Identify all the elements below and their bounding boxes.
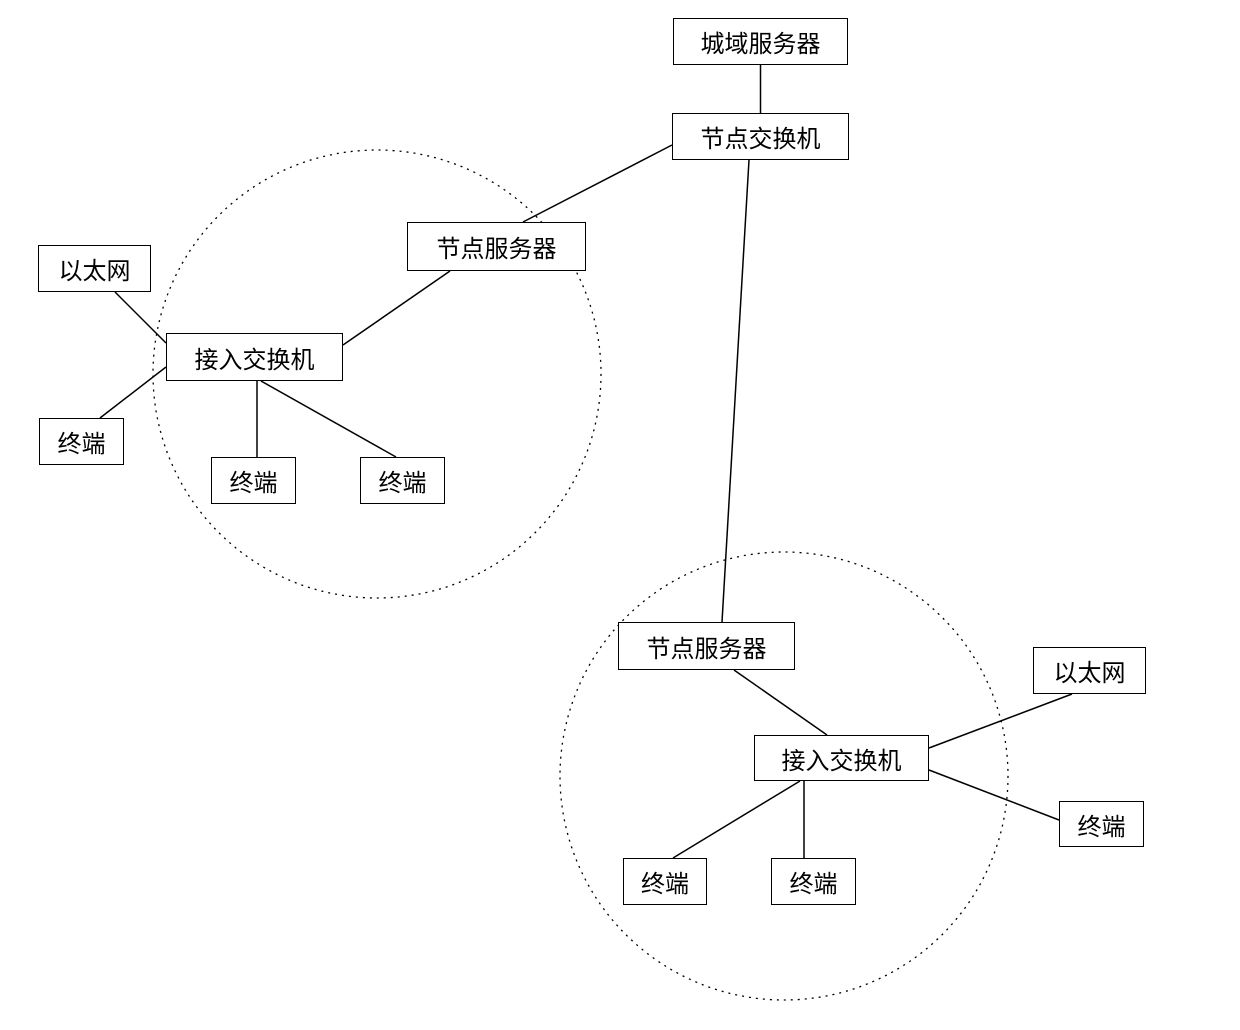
node-access_switch_b: 接入交换机: [754, 735, 929, 781]
node-terminal_a2: 终端: [360, 457, 445, 504]
node-node_switch: 节点交换机: [672, 113, 849, 160]
node-ethernet_b: 以太网: [1033, 647, 1146, 694]
edge-access_switch_b-ethernet_b: [929, 694, 1072, 748]
node-node_server_b: 节点服务器: [618, 622, 795, 670]
node-label: 以太网: [59, 251, 131, 286]
node-label: 终端: [641, 864, 689, 899]
node-label: 接入交换机: [782, 741, 902, 776]
node-terminal_b2: 终端: [771, 858, 856, 905]
node-terminal_a1: 终端: [211, 457, 296, 504]
node-label: 终端: [1078, 807, 1126, 842]
edge-node_switch-node_server_b: [722, 160, 749, 622]
node-label: 终端: [790, 864, 838, 899]
node-label: 以太网: [1054, 653, 1126, 688]
node-metro_server: 城域服务器: [673, 18, 848, 65]
node-terminal_b1: 终端: [623, 858, 707, 905]
edge-access_switch_a-terminal_a2: [261, 381, 396, 457]
diagram-canvas: 城域服务器节点交换机节点服务器接入交换机以太网终端终端终端节点服务器接入交换机以…: [0, 0, 1240, 1030]
node-label: 终端: [58, 424, 106, 459]
edges-layer: [0, 0, 1240, 1030]
node-label: 节点服务器: [647, 629, 767, 664]
edge-node_server_a-access_switch_a: [343, 271, 450, 345]
node-access_switch_a: 接入交换机: [166, 333, 343, 381]
node-label: 城域服务器: [701, 24, 821, 59]
edge-access_switch_b-terminal_b1: [673, 781, 800, 858]
node-ethernet_a: 以太网: [38, 245, 151, 292]
edge-ethernet_a-access_switch_a: [115, 292, 166, 343]
edge-node_switch-node_server_a: [523, 145, 672, 222]
node-terminal_a_ext: 终端: [39, 418, 124, 465]
edge-node_server_b-access_switch_b: [734, 670, 827, 735]
node-node_server_a: 节点服务器: [407, 222, 586, 271]
edge-terminal_a_ext-access_switch_a: [100, 367, 166, 418]
node-label: 节点交换机: [701, 119, 821, 154]
node-label: 节点服务器: [437, 229, 557, 264]
node-label: 终端: [230, 463, 278, 498]
edge-access_switch_b-terminal_b_ext: [929, 770, 1059, 820]
node-terminal_b_ext: 终端: [1059, 801, 1144, 847]
node-label: 终端: [379, 463, 427, 498]
node-label: 接入交换机: [195, 340, 315, 375]
